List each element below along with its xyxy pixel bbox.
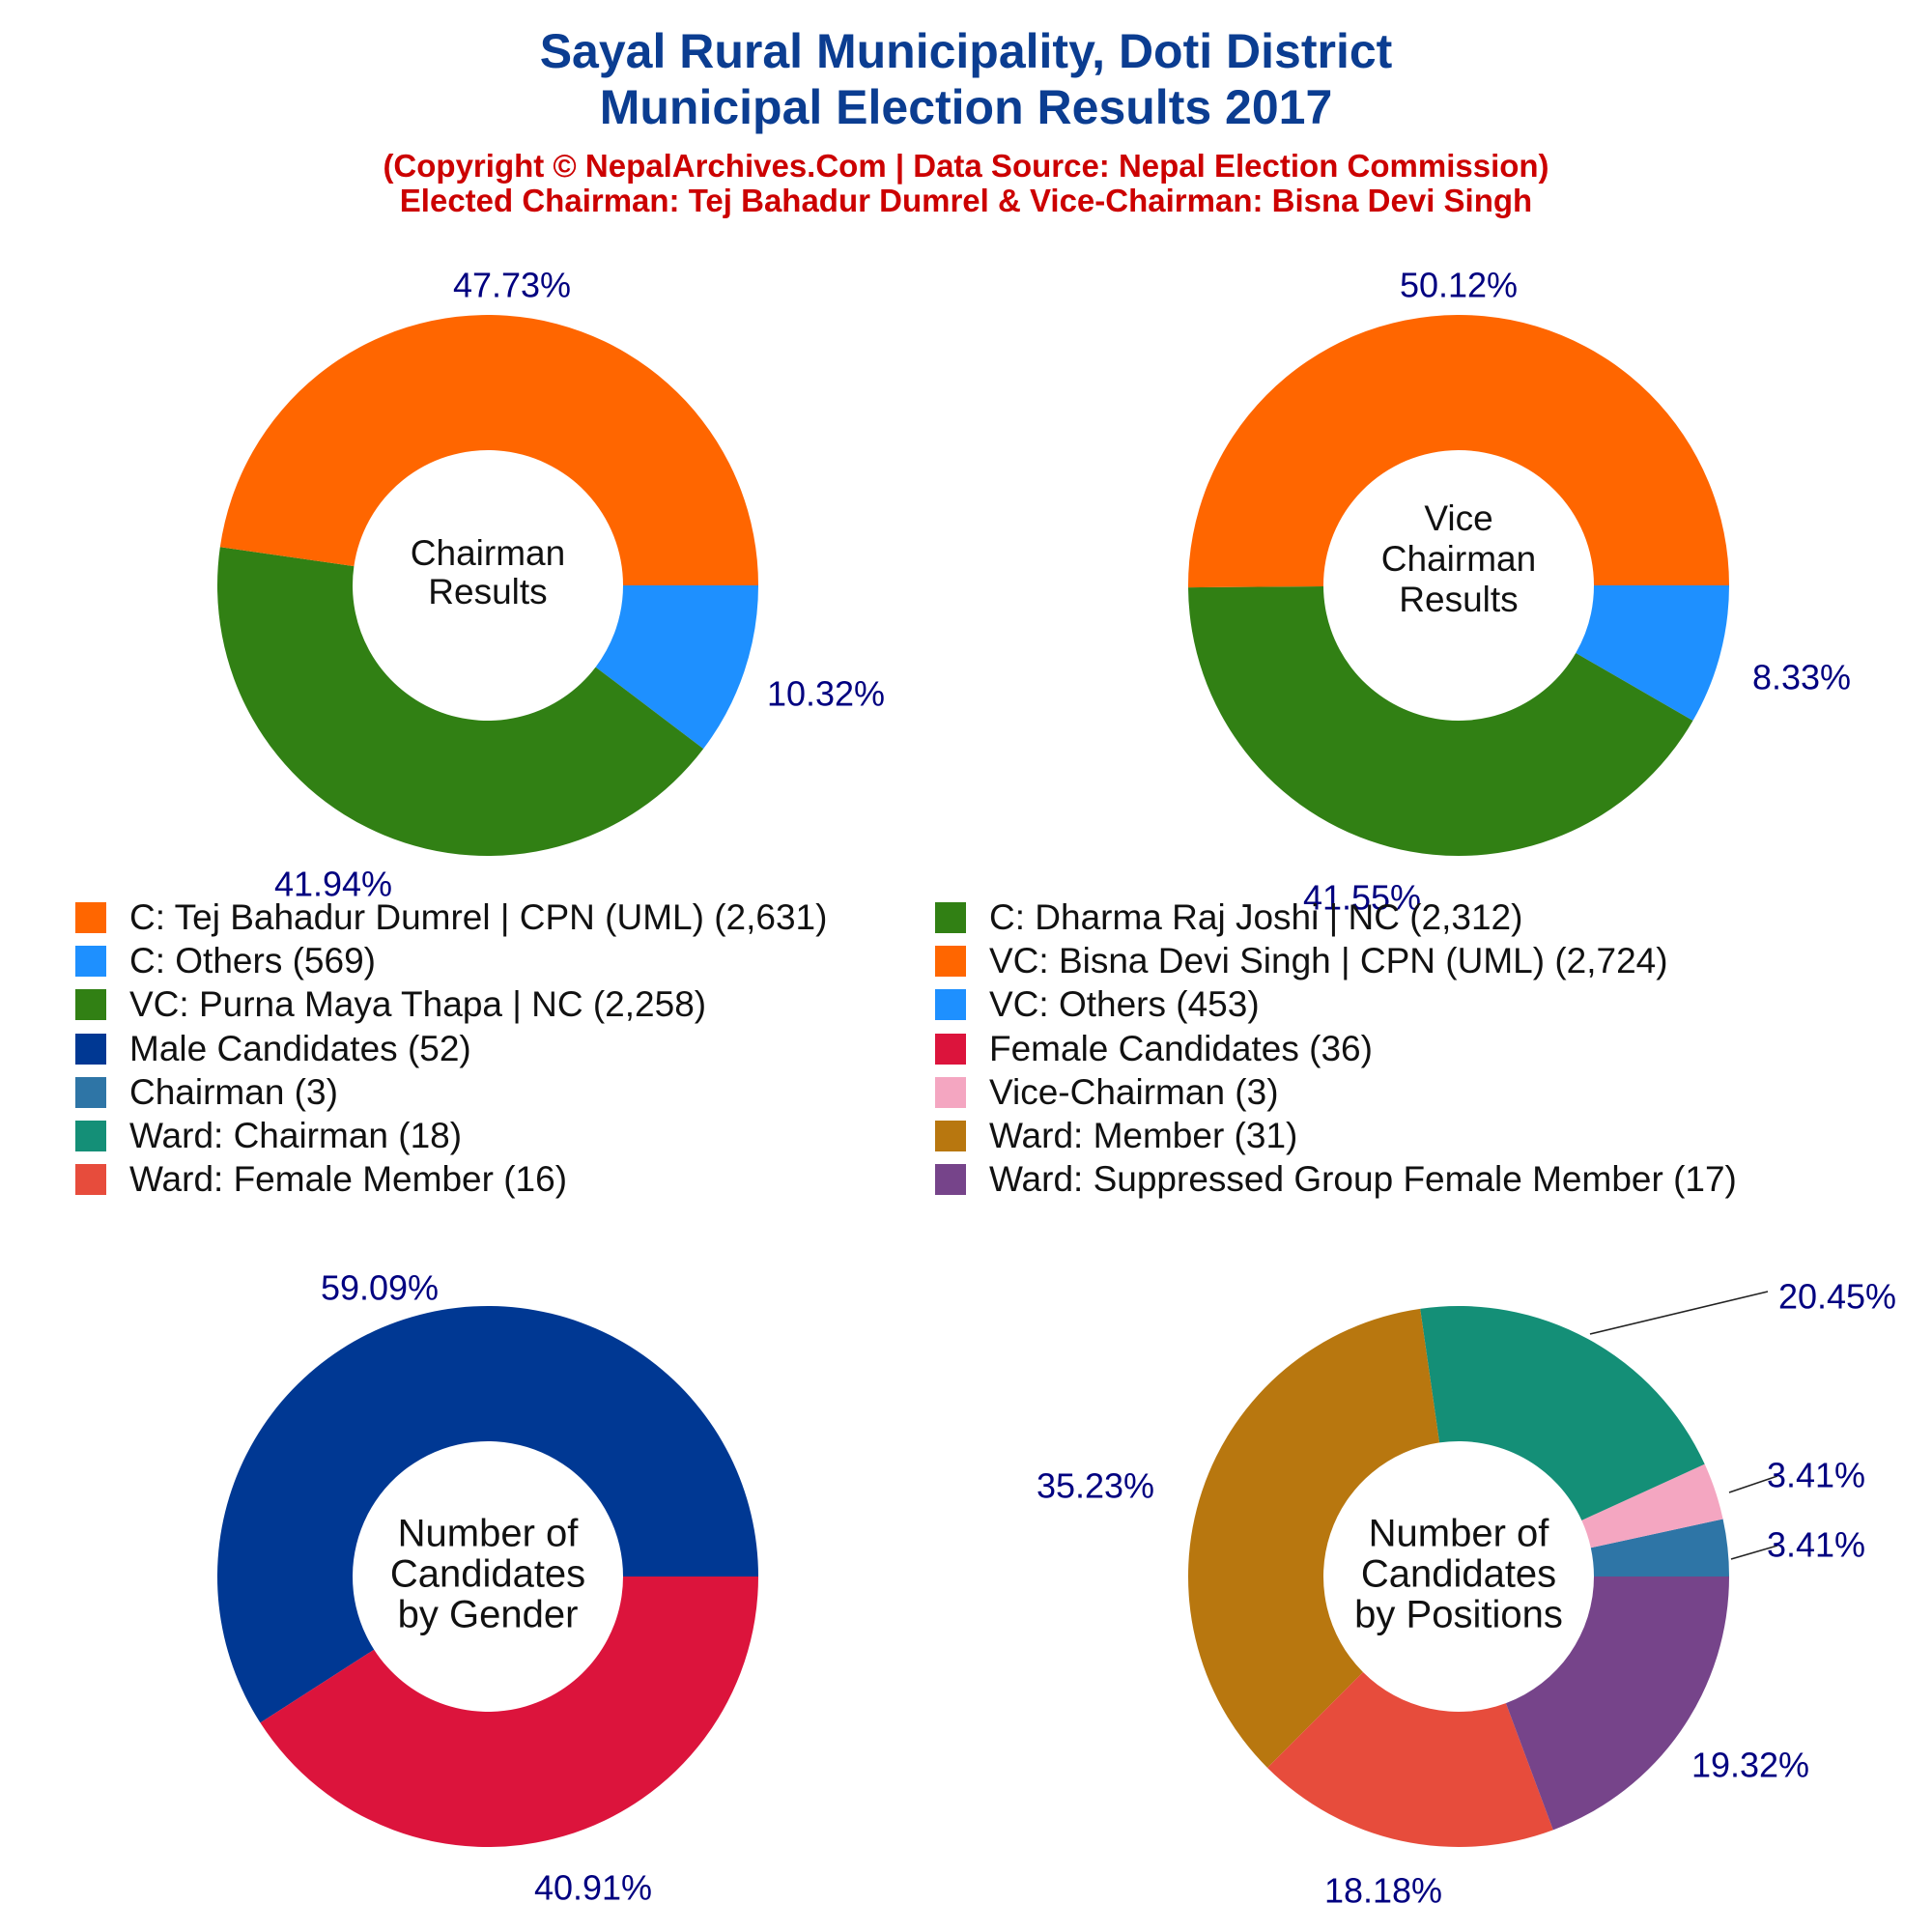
pct-label: 19.32% bbox=[1691, 1746, 1809, 1785]
slice-c-others bbox=[595, 585, 759, 750]
legend-label: Ward: Chairman (18) bbox=[129, 1116, 463, 1155]
pct-label: 10.32% bbox=[767, 674, 885, 714]
pct-label: 41.94% bbox=[274, 865, 392, 904]
pct-label: 3.41% bbox=[1767, 1525, 1865, 1565]
pct-label: 18.18% bbox=[1324, 1871, 1442, 1911]
center-label: Candidates bbox=[1361, 1553, 1556, 1596]
center-label: Results bbox=[1399, 580, 1518, 619]
legend-swatch bbox=[75, 902, 106, 933]
legend-label: Vice-Chairman (3) bbox=[989, 1071, 1279, 1112]
legend-label: VC: Bisna Devi Singh | CPN (UML) (2,724) bbox=[989, 941, 1668, 981]
legend-swatch bbox=[75, 1076, 106, 1108]
legend-item: VC: Bisna Devi Singh | CPN (UML) (2,724) bbox=[935, 940, 1668, 982]
slice-ward-female-member bbox=[1267, 1671, 1553, 1847]
legend-item: VC: Others (453) bbox=[935, 983, 1260, 1026]
legend-swatch bbox=[935, 1121, 966, 1151]
chart-title-line1: Sayal Rural Municipality, Doti District bbox=[539, 24, 1393, 78]
pct-label: 3.41% bbox=[1767, 1456, 1865, 1495]
pct-label: 20.45% bbox=[1778, 1277, 1896, 1317]
legend-label: VC: Others (453) bbox=[989, 984, 1260, 1025]
legend-label: C: Dharma Raj Joshi | NC (2,312) bbox=[989, 897, 1523, 937]
center-label: Vice bbox=[1424, 498, 1492, 538]
legend-item: Ward: Member (31) bbox=[935, 1115, 1297, 1157]
slice-vice-chairman bbox=[1581, 1463, 1723, 1548]
donut-chart-4: 3.41% 3.41% 20.45% 35.23% 18.18% 19.32% Number… bbox=[1037, 1277, 1896, 1911]
pct-label: 35.23% bbox=[1037, 1466, 1154, 1506]
legend-item: C: Tej Bahadur Dumrel | CPN (UML) (2,631… bbox=[75, 896, 827, 939]
legend-item: Ward: Female Member (16) bbox=[75, 1158, 567, 1201]
center-label: by Positions bbox=[1354, 1594, 1563, 1636]
leader-line bbox=[1589, 1291, 1769, 1335]
legend-label: Male Candidates (52) bbox=[129, 1028, 471, 1068]
center-label: by Gender bbox=[398, 1594, 579, 1636]
pct-label: 40.91% bbox=[534, 1868, 652, 1908]
legend-label: Ward: Suppressed Group Female Member (17… bbox=[989, 1159, 1737, 1200]
legend-label: C: Tej Bahadur Dumrel | CPN (UML) (2,631… bbox=[129, 897, 828, 937]
pct-label: 59.09% bbox=[321, 1268, 439, 1308]
legend-label: Female Candidates (36) bbox=[989, 1028, 1373, 1068]
slice-ward-member bbox=[1188, 1308, 1440, 1768]
slice-c-tej-bahadur-dumrel-cpn-uml bbox=[219, 314, 758, 585]
legend-item: Female Candidates (36) bbox=[935, 1028, 1373, 1070]
legend-item: VC: Purna Maya Thapa | NC (2,258) bbox=[75, 983, 706, 1026]
center-label: Chairman bbox=[1381, 539, 1536, 579]
legend-swatch bbox=[935, 1164, 966, 1196]
legend-swatch bbox=[935, 902, 966, 933]
legend-item: Male Candidates (52) bbox=[75, 1028, 471, 1070]
legend-label: Chairman (3) bbox=[129, 1071, 338, 1112]
pct-label: 50.12% bbox=[1400, 266, 1518, 305]
legend-label: C: Others (569) bbox=[129, 941, 376, 981]
slice-vc-purna-maya-thapa-nc bbox=[1188, 586, 1693, 856]
slice-female-candidates bbox=[260, 1577, 759, 1848]
pct-label: 41.55% bbox=[1303, 878, 1421, 918]
leader-line bbox=[1730, 1545, 1778, 1560]
legend-item: Ward: Suppressed Group Female Member (17… bbox=[935, 1158, 1737, 1201]
legend-swatch bbox=[75, 1164, 106, 1196]
legend-item: C: Others (569) bbox=[75, 940, 376, 982]
legend-swatch bbox=[935, 1076, 966, 1108]
chart-subtitle-line2: Elected Chairman: Tej Bahadur Dumrel & V… bbox=[399, 183, 1533, 218]
chart-subtitle-line1: (Copyright © NepalArchives.Com | Data So… bbox=[383, 148, 1549, 184]
legend-item: C: Dharma Raj Joshi | NC (2,312) bbox=[935, 896, 1522, 939]
slice-ward-suppressed-group-female-member bbox=[1505, 1577, 1729, 1831]
legend-swatch bbox=[935, 1033, 966, 1065]
slice-male-candidates bbox=[217, 1305, 759, 1723]
leader-line bbox=[1728, 1475, 1778, 1493]
legend-swatch bbox=[75, 1121, 106, 1151]
center-label: Number of bbox=[398, 1513, 580, 1555]
center-label: Number of bbox=[1369, 1513, 1550, 1555]
center-label: Candidates bbox=[390, 1553, 585, 1596]
legend-swatch bbox=[935, 946, 966, 978]
slice-chairman bbox=[1590, 1519, 1729, 1577]
legend-item: Chairman (3) bbox=[75, 1071, 338, 1114]
legend-swatch bbox=[75, 946, 106, 978]
legend-label: VC: Purna Maya Thapa | NC (2,258) bbox=[129, 984, 707, 1025]
pct-label: 47.73% bbox=[453, 266, 571, 305]
legend-swatch bbox=[935, 989, 966, 1021]
legend-swatch bbox=[75, 989, 106, 1021]
slice-c-dharma-raj-joshi-nc bbox=[217, 547, 704, 856]
legend-label: Ward: Female Member (16) bbox=[129, 1159, 568, 1200]
legend-item: Vice-Chairman (3) bbox=[935, 1071, 1279, 1114]
slice-vc-others bbox=[1576, 585, 1729, 722]
slice-ward-chairman bbox=[1420, 1306, 1705, 1520]
slice-vc-bisna-devi-singh-cpn-uml bbox=[1187, 314, 1729, 588]
pct-label: 8.33% bbox=[1752, 658, 1851, 697]
center-label: Chairman bbox=[411, 533, 565, 573]
chart-title-line2: Municipal Election Results 2017 bbox=[599, 80, 1333, 134]
legend-label: Ward: Member (31) bbox=[989, 1116, 1298, 1155]
legend-item: Ward: Chairman (18) bbox=[75, 1115, 462, 1157]
legend-swatch bbox=[75, 1033, 106, 1065]
center-label: Results bbox=[428, 572, 547, 611]
